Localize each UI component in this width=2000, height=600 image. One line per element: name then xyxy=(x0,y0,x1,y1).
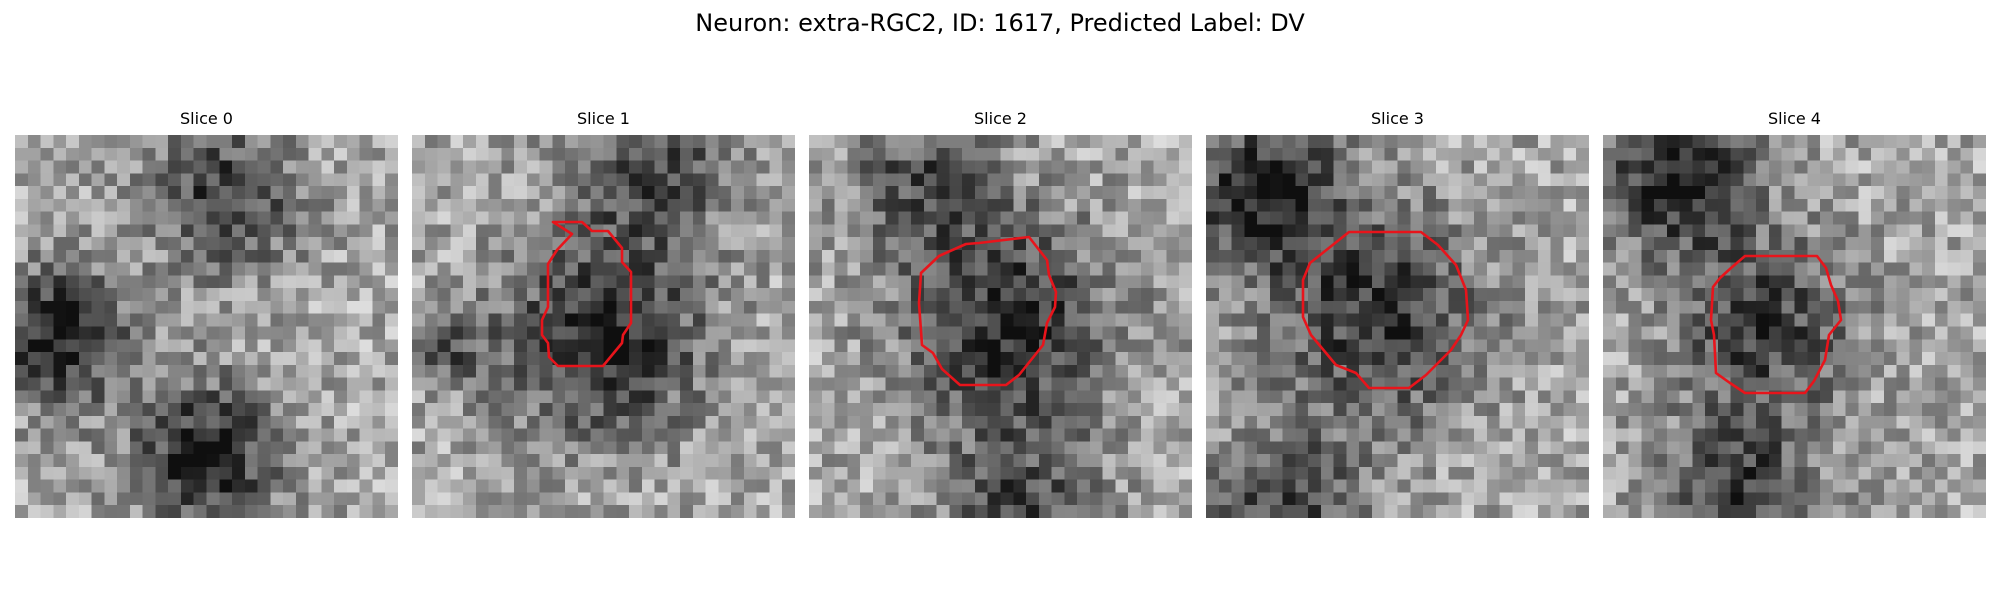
slice-image-3 xyxy=(1206,135,1589,518)
slice-image-0 xyxy=(15,135,398,518)
neuron-contour xyxy=(1301,230,1470,390)
slice-title: Slice 3 xyxy=(1371,109,1424,128)
figure-title: Neuron: extra-RGC2, ID: 1617, Predicted … xyxy=(695,9,1305,37)
slice-title: Slice 4 xyxy=(1768,109,1821,128)
slice-title: Slice 1 xyxy=(577,109,630,128)
slice-panel-0: Slice 0 xyxy=(15,108,398,518)
slice-panel-3: Slice 3 xyxy=(1206,108,1589,518)
slice-panel-2: Slice 2 xyxy=(809,108,1192,518)
slice-panel-1: Slice 1 xyxy=(412,108,795,518)
neuron-contour xyxy=(1709,254,1843,395)
slice-title: Slice 2 xyxy=(974,109,1027,128)
slice-title: Slice 0 xyxy=(180,109,233,128)
slice-image-2 xyxy=(809,135,1192,518)
slice-image-1 xyxy=(412,135,795,518)
neuron-contour xyxy=(917,235,1058,387)
neuron-contour xyxy=(540,220,633,368)
slice-panel-4: Slice 4 xyxy=(1603,108,1986,518)
slice-image-4 xyxy=(1603,135,1986,518)
